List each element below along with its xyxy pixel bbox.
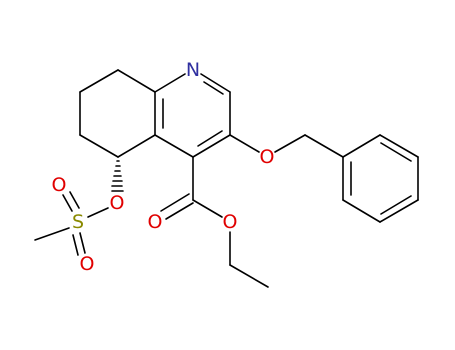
hashed-wedge bbox=[111, 160, 124, 192]
bond bbox=[165, 202, 194, 220]
atom-label: O bbox=[223, 211, 238, 233]
atom-label: O bbox=[110, 192, 125, 214]
atom-label: O bbox=[148, 211, 163, 233]
atom-label: O bbox=[80, 253, 95, 275]
bonds bbox=[34, 69, 419, 288]
bond bbox=[79, 69, 119, 93]
atom-label: S bbox=[72, 211, 84, 233]
bond bbox=[34, 227, 70, 241]
atom-label: O bbox=[260, 146, 275, 168]
atom-labels: N O S O O O O O bbox=[52, 59, 275, 275]
bond bbox=[229, 134, 260, 153]
bond bbox=[160, 193, 190, 212]
bond bbox=[192, 199, 223, 218]
bond bbox=[79, 134, 119, 158]
bond bbox=[62, 194, 73, 212]
bond bbox=[274, 134, 306, 153]
atom-label: N bbox=[186, 59, 200, 81]
bond bbox=[342, 134, 381, 158]
bond bbox=[304, 134, 344, 158]
bond bbox=[87, 207, 109, 218]
bond bbox=[154, 134, 194, 158]
bond bbox=[79, 232, 86, 254]
bond bbox=[200, 73, 231, 93]
bond bbox=[342, 199, 381, 223]
bond bbox=[379, 199, 419, 223]
bond bbox=[72, 234, 79, 256]
bond bbox=[380, 142, 412, 162]
bond bbox=[192, 134, 231, 158]
bond bbox=[379, 134, 419, 158]
bond bbox=[69, 191, 80, 209]
bond bbox=[154, 73, 186, 93]
bond bbox=[117, 134, 156, 158]
bond bbox=[117, 69, 156, 93]
atom-label: O bbox=[52, 174, 67, 196]
bond bbox=[229, 264, 269, 288]
bond bbox=[197, 130, 223, 147]
bond bbox=[380, 195, 412, 215]
bond bbox=[203, 81, 224, 95]
